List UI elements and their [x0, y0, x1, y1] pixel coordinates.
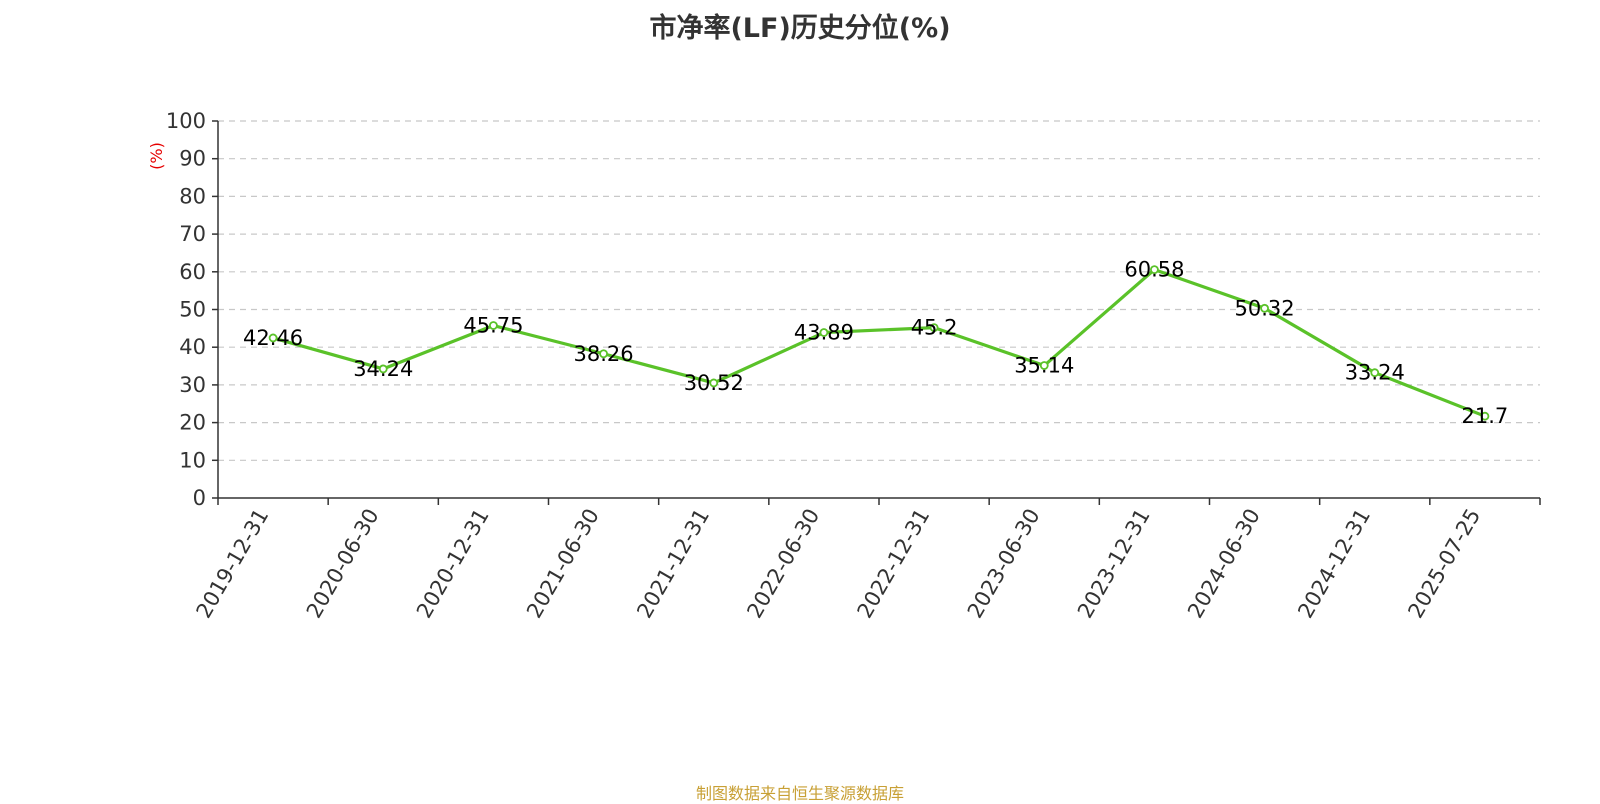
- series-line: [272, 268, 1486, 418]
- y-tick-label: 10: [179, 448, 206, 472]
- y-tick-label: 0: [193, 486, 206, 510]
- x-tick-label: 2022-06-30: [742, 505, 824, 623]
- data-label: 30.52: [684, 371, 744, 395]
- y-tick-label: 70: [179, 222, 206, 246]
- x-tick-label: 2020-06-30: [302, 505, 384, 623]
- source-note: 制图数据来自恒生聚源数据库: [695, 784, 904, 803]
- data-label: 34.24: [353, 357, 413, 381]
- y-tick-label: 40: [179, 335, 206, 359]
- data-label: 35.14: [1014, 354, 1074, 378]
- y-tick-label: 20: [179, 411, 206, 435]
- data-point: [1260, 303, 1269, 313]
- data-point: [1150, 265, 1159, 275]
- chart-title: 市净率(LF)历史分位(%): [649, 13, 951, 44]
- data-point: [1480, 411, 1490, 421]
- data-label: 21.7: [1462, 404, 1509, 428]
- x-tick-label: 2021-06-30: [522, 505, 604, 623]
- series-group: [268, 265, 1490, 421]
- data-point: [378, 364, 388, 374]
- y-tick-label: 80: [179, 184, 206, 208]
- y-axis-label: (%): [147, 142, 166, 170]
- grid-lines: [218, 120, 1540, 461]
- data-label: 42.46: [243, 326, 303, 350]
- x-tick-label: 2024-06-30: [1183, 505, 1265, 623]
- x-tick-label: 2024-12-31: [1293, 505, 1375, 623]
- x-tick-label: 2021-12-31: [632, 505, 714, 623]
- y-tick-label: 30: [179, 373, 206, 397]
- x-tick-labels: 2019-12-31 2020-06-30 2020-12-31 2021-06-30…: [192, 504, 1486, 622]
- data-label: 50.32: [1235, 296, 1295, 320]
- axes: [212, 120, 1541, 505]
- x-tick-label: 2022-12-31: [853, 504, 935, 622]
- x-tick-label: 2019-12-31: [192, 505, 274, 623]
- x-tick-label: 2025-07-25: [1403, 505, 1485, 623]
- y-tick-labels: 0 10 20 30 40 50 60 70 80 90 100: [166, 109, 206, 510]
- data-point: [1039, 361, 1049, 370]
- data-labels: 42.46 34.24 45.75 38.26 30.52 43.89 45.2 35.14 6…: [243, 258, 1508, 429]
- y-tick-label: 90: [179, 147, 206, 171]
- data-label: 60.58: [1124, 258, 1184, 282]
- y-tick-label: 50: [179, 298, 206, 322]
- data-point: [599, 349, 608, 359]
- data-point: [489, 321, 498, 330]
- data-point: [929, 323, 939, 332]
- data-point: [709, 378, 719, 388]
- y-tick-label: 100: [166, 109, 206, 133]
- x-tick-label: 2023-12-31: [1073, 505, 1155, 623]
- data-label: 45.75: [463, 314, 523, 338]
- data-label: 45.2: [911, 316, 958, 340]
- data-point: [1370, 368, 1380, 378]
- data-point: [819, 328, 829, 337]
- y-tick-label: 60: [179, 260, 206, 284]
- data-label: 38.26: [574, 342, 634, 366]
- x-tick-label: 2020-12-31: [412, 504, 494, 622]
- x-tick-label: 2023-06-30: [963, 505, 1045, 623]
- data-point: [268, 333, 278, 343]
- data-label: 33.24: [1345, 361, 1405, 385]
- data-label: 43.89: [794, 321, 854, 345]
